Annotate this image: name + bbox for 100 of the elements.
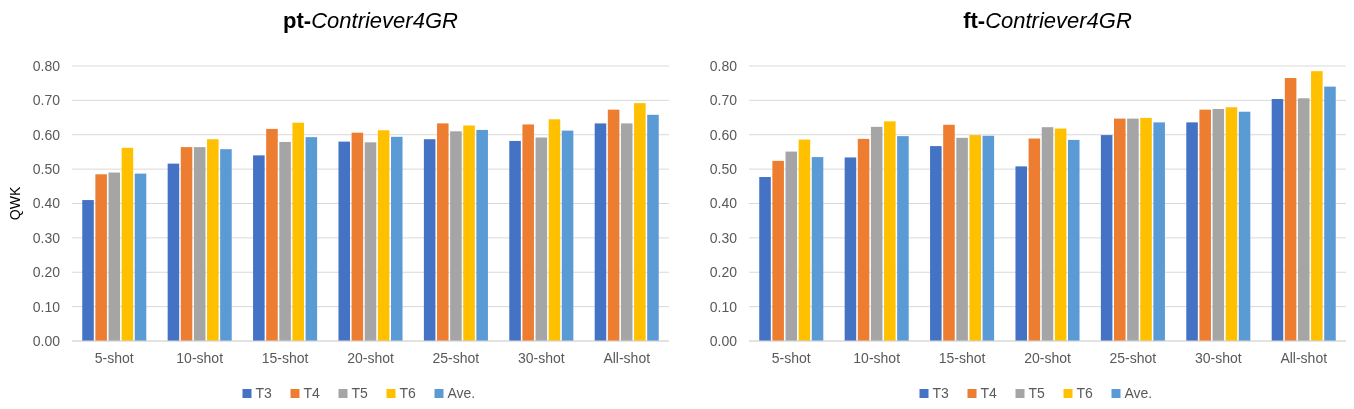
- y-tick-label: 0.20: [709, 264, 738, 281]
- x-tick-label: 10-shot: [853, 350, 901, 366]
- y-tick-label: 0.80: [32, 57, 61, 74]
- x-tick-label: 15-shot: [938, 350, 986, 366]
- bar: [844, 157, 857, 341]
- y-tick-label: 0.70: [32, 92, 61, 109]
- bar: [364, 142, 377, 341]
- bar: [509, 140, 521, 341]
- legend-label: T3: [255, 385, 273, 401]
- bar: [305, 137, 318, 341]
- bar: [1015, 166, 1028, 341]
- legend-label: T6: [399, 385, 417, 401]
- bar: [390, 136, 403, 341]
- bar: [535, 137, 548, 341]
- legend-label: Ave.: [1124, 385, 1153, 401]
- legend-label: T3: [932, 385, 950, 401]
- bar: [180, 147, 193, 341]
- bar: [1127, 118, 1139, 341]
- y-tick-label: 0.00: [709, 332, 738, 349]
- bar: [1284, 78, 1297, 341]
- bar: [884, 121, 896, 341]
- legend-label: T6: [1076, 385, 1094, 401]
- bar: [943, 124, 955, 341]
- y-tick-label: 0.60: [32, 126, 61, 143]
- y-tick-label: 0.80: [709, 57, 738, 74]
- bar: [522, 124, 534, 341]
- y-tick-label: 0.40: [709, 195, 738, 212]
- x-tick-label: 10-shot: [176, 350, 224, 366]
- bar: [279, 141, 291, 341]
- bar: [134, 173, 147, 341]
- bar: [1153, 122, 1165, 341]
- bar: [377, 130, 390, 341]
- bar: [956, 137, 968, 341]
- chart-title: ft-Contriever4GR: [963, 8, 1132, 33]
- y-tick-label: 0.70: [709, 92, 738, 109]
- y-tick-label: 0.10: [709, 298, 738, 315]
- bar: [1114, 118, 1126, 341]
- y-axis-title: QWK: [7, 186, 23, 221]
- bar: [1054, 128, 1067, 341]
- bar: [476, 129, 488, 341]
- x-tick-label: 20-shot: [1024, 350, 1071, 366]
- bar: [1271, 99, 1284, 341]
- bar: [121, 147, 134, 341]
- x-tick-label: All-shot: [603, 350, 651, 366]
- bar: [95, 174, 107, 341]
- bar: [1238, 111, 1251, 341]
- bar: [108, 172, 121, 341]
- bar: [982, 135, 995, 341]
- y-tick-label: 0.20: [32, 264, 61, 281]
- bar: [1041, 127, 1054, 341]
- bar: [338, 141, 351, 341]
- y-tick-label: 0.50: [32, 161, 61, 178]
- y-tick-label: 0.60: [709, 126, 738, 143]
- bar: [607, 109, 620, 341]
- x-tick-label: 30-shot: [1194, 350, 1242, 366]
- y-tick-label: 0.30: [32, 229, 61, 246]
- bar: [82, 200, 94, 341]
- bar: [1100, 135, 1113, 341]
- bar: [450, 131, 462, 341]
- x-tick-label: 25-shot: [1109, 350, 1157, 366]
- x-tick-label: 5-shot: [771, 350, 811, 366]
- bar: [857, 138, 870, 341]
- bar: [423, 139, 436, 341]
- bar: [930, 146, 942, 341]
- bar: [266, 128, 278, 341]
- bar: [253, 155, 265, 341]
- x-tick-label: 30-shot: [517, 350, 565, 366]
- bar: [463, 125, 475, 341]
- x-tick-label: 25-shot: [432, 350, 480, 366]
- bar: [798, 139, 811, 341]
- bar: [437, 123, 449, 341]
- bar: [1186, 122, 1198, 341]
- x-tick-label: 20-shot: [347, 350, 394, 366]
- x-tick-label: 5-shot: [94, 350, 134, 366]
- bar: [594, 123, 607, 341]
- bar: [561, 130, 574, 341]
- bar: [1212, 108, 1225, 341]
- bar: [1311, 71, 1323, 341]
- bar: [772, 160, 784, 341]
- legend-label: T5: [351, 385, 369, 401]
- bar: [167, 163, 180, 341]
- chart-title: pt-Contriever4GR: [283, 8, 459, 33]
- legend-label: T5: [1028, 385, 1046, 401]
- legend-label: Ave.: [447, 385, 476, 401]
- x-tick-label: All-shot: [1280, 350, 1328, 366]
- bar: [634, 103, 646, 341]
- bar: [969, 135, 981, 341]
- bar: [811, 157, 824, 341]
- bar: [1028, 138, 1041, 341]
- bar: [1297, 98, 1310, 341]
- y-tick-label: 0.30: [709, 229, 738, 246]
- bar: [351, 132, 364, 341]
- bar: [1140, 117, 1152, 341]
- y-tick-label: 0.40: [32, 195, 61, 212]
- legend-label: T4: [303, 385, 321, 401]
- bar: [870, 126, 883, 341]
- bar: [220, 149, 232, 341]
- bar: [620, 123, 633, 341]
- bar: [292, 122, 304, 341]
- bar: [759, 177, 771, 341]
